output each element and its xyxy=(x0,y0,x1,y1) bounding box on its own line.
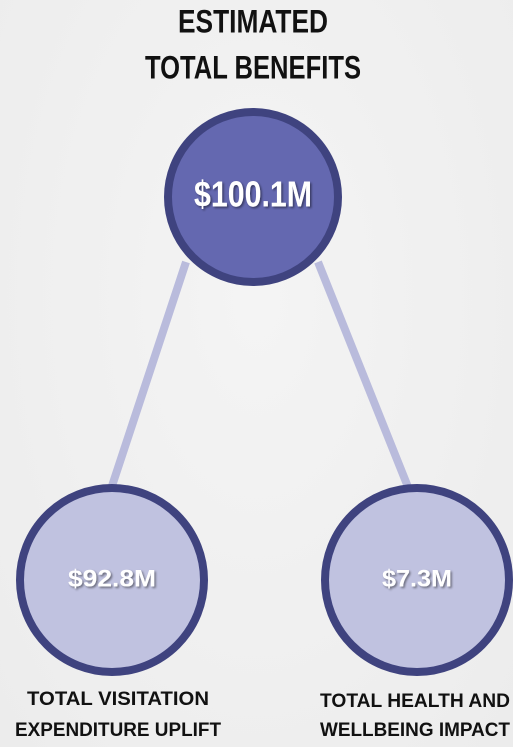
title-line: ESTIMATED xyxy=(178,3,328,39)
connector xyxy=(106,260,190,494)
node-circle xyxy=(164,108,342,286)
title-line: TOTAL BENEFITS xyxy=(145,49,361,85)
node-label: TOTAL HEALTH AND xyxy=(320,691,510,712)
node-value: $7.3M xyxy=(382,565,452,592)
connector xyxy=(314,260,414,494)
node-label: WELLBEING IMPACT xyxy=(320,720,510,741)
node-circle xyxy=(321,484,513,676)
node-value: $92.8M xyxy=(68,565,156,592)
node-label: TOTAL VISITATION xyxy=(27,689,209,710)
node-value: $100.1M xyxy=(194,174,312,215)
node-circle xyxy=(16,484,208,676)
node-label: EXPENDITURE UPLIFT xyxy=(15,720,221,741)
